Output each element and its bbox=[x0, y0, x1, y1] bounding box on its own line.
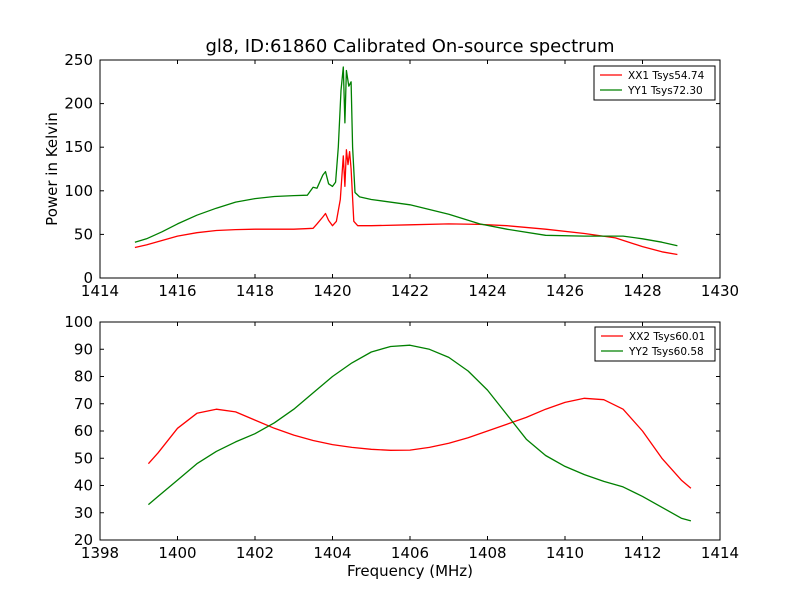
panel1-y-tick-label: 50 bbox=[74, 225, 93, 243]
panel1-x-tick-label: 1418 bbox=[236, 282, 274, 300]
panel1-chart-title: gl8, ID:61860 Calibrated On-source spect… bbox=[205, 36, 614, 57]
panel2-series-xx-line bbox=[147, 397, 692, 489]
panel2-legend-box bbox=[594, 326, 716, 362]
panel2-y-tick-label: 80 bbox=[74, 368, 93, 386]
panel2-x-axis-label: Frequency (MHz) bbox=[347, 562, 473, 580]
panel2-series-yy-line bbox=[147, 344, 692, 522]
panel1-y-axis-label: Power in Kelvin bbox=[43, 112, 61, 226]
panel1-x-tick-label: 1414 bbox=[81, 282, 119, 300]
panel1-x-tick-label: 1428 bbox=[623, 282, 661, 300]
panel2-x-tick-label: 1410 bbox=[546, 544, 584, 562]
panel2-x-tick-label: 1408 bbox=[468, 544, 506, 562]
panel1-series-xx-line bbox=[134, 149, 678, 256]
panel2-y-tick-label: 20 bbox=[74, 531, 93, 549]
panel2-x-tick-label: 1414 bbox=[701, 544, 739, 562]
panel2-y-tick-label: 70 bbox=[74, 395, 93, 413]
panel2-y-tick-label: 30 bbox=[74, 504, 93, 522]
panel2-x-tick-label: 1406 bbox=[391, 544, 429, 562]
panel2-y-tick-label: 100 bbox=[64, 313, 93, 331]
panel1-legend-box bbox=[593, 65, 716, 101]
panel1-y-tick-label: 250 bbox=[64, 51, 93, 69]
panel2-x-tick-label: 1412 bbox=[623, 544, 661, 562]
panel2-y-tick-label: 40 bbox=[74, 477, 93, 495]
panel2-x-tick-label: 1404 bbox=[313, 544, 351, 562]
panel2-y-tick-label: 90 bbox=[74, 340, 93, 358]
panel2-x-tick-label: 1400 bbox=[158, 544, 196, 562]
panel1-x-tick-label: 1424 bbox=[468, 282, 506, 300]
panel2-y-tick-label: 50 bbox=[74, 449, 93, 467]
panel2-x-tick-label: 1402 bbox=[236, 544, 274, 562]
panel1-legend-label: XX1 Tsys54.74 bbox=[628, 70, 705, 82]
panel1-x-tick-label: 1426 bbox=[546, 282, 584, 300]
panel1-x-tick-label: 1420 bbox=[313, 282, 351, 300]
panel1-x-tick-label: 1430 bbox=[701, 282, 739, 300]
panel2-y-tick-label: 60 bbox=[74, 422, 93, 440]
panel1-y-tick-label: 100 bbox=[64, 182, 93, 200]
panel1-y-tick-label: 0 bbox=[83, 269, 93, 287]
panel1-y-tick-label: 150 bbox=[64, 138, 93, 156]
panel2-x-tick-label: 1398 bbox=[81, 544, 119, 562]
panel1-legend-label: YY1 Tsys72.30 bbox=[627, 85, 703, 97]
panel2-legend-label: XX2 Tsys60.01 bbox=[629, 331, 705, 343]
panel1-x-tick-label: 1416 bbox=[158, 282, 196, 300]
panel1-y-tick-label: 200 bbox=[64, 95, 93, 113]
panel2-legend-label: YY2 Tsys60.58 bbox=[628, 346, 704, 358]
panel1-series-yy-line bbox=[134, 66, 678, 247]
panel1-x-tick-label: 1422 bbox=[391, 282, 429, 300]
